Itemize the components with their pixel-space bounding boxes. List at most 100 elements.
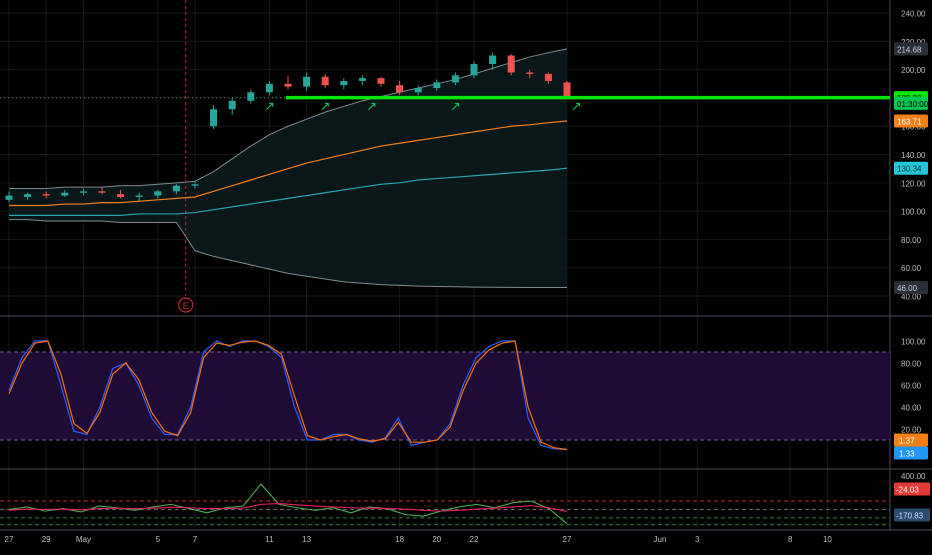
candle-body[interactable] [98, 191, 106, 193]
stoch-tick-label: 100.00 [901, 338, 926, 347]
price-tick-label: 80.00 [901, 236, 922, 245]
time-tick-label: 10 [823, 535, 832, 544]
price-label-box [894, 42, 928, 56]
price-label-box [894, 114, 928, 128]
time-tick-label: 5 [156, 535, 161, 544]
stoch-d-value: 1.37 [899, 437, 915, 446]
time-tick-label: 11 [265, 535, 274, 544]
time-tick-label: 20 [432, 535, 441, 544]
price-axis: 240.00220.00200.00180.00160.00140.00120.… [894, 10, 930, 522]
stoch-tick-label: 60.00 [901, 382, 922, 391]
candle-body[interactable] [24, 194, 32, 197]
earnings-marker-label: E [183, 301, 189, 311]
teal-ma-line [9, 167, 568, 216]
time-tick-label: May [76, 535, 91, 544]
cci-pane [0, 483, 890, 526]
stoch-d-line [8, 340, 568, 451]
price-tick-label: 200.00 [901, 66, 926, 75]
candle-body[interactable] [42, 194, 50, 196]
candle-body[interactable] [433, 82, 441, 89]
price-tick-label: 140.00 [901, 151, 926, 160]
candle-body[interactable] [79, 191, 87, 193]
cci-ma-line [8, 502, 568, 513]
earnings-marker[interactable] [178, 297, 194, 313]
candle-body[interactable] [247, 92, 255, 101]
price-tick-label: 100.00 [901, 208, 926, 217]
time-tick-label: 29 [42, 535, 51, 544]
cci-value-box [894, 482, 930, 496]
support-touch-arrow: ↗ [320, 99, 331, 114]
cci-value-box [894, 508, 930, 522]
candle-body[interactable] [358, 78, 366, 81]
stoch-tick-label: 20.00 [901, 426, 922, 435]
price-label-box [894, 281, 928, 295]
cci-value-label: -170.83 [896, 512, 924, 521]
support-touch-arrow: ↗ [571, 99, 582, 114]
price-tick-label: 40.00 [901, 293, 922, 302]
stoch-tick-label: 80.00 [901, 360, 922, 369]
price-label-orange-ma: 163.71 [897, 117, 922, 126]
candle-body[interactable] [489, 55, 497, 64]
support-touch-arrow: ↗ [450, 99, 461, 114]
cci-value-label: -24.03 [896, 486, 919, 495]
candle-body[interactable] [526, 72, 534, 74]
stoch-value-box [894, 446, 928, 460]
candle-body[interactable] [172, 185, 180, 192]
candle-body[interactable] [451, 75, 459, 83]
price-tick-label: 120.00 [901, 179, 926, 188]
price-label-box [894, 96, 928, 110]
candle-body[interactable] [191, 184, 199, 186]
stochastic-pane [0, 340, 890, 451]
orange-ma-line [9, 120, 568, 207]
price-label-box [894, 161, 928, 175]
candle-body[interactable] [321, 76, 329, 86]
candle-body[interactable] [396, 85, 404, 93]
candle-body[interactable] [507, 55, 515, 73]
candle-body[interactable] [377, 78, 385, 84]
time-axis: 27 29 May 5 7 11 13 18 20 22 27 Jun 3 8 10 [5, 535, 833, 544]
candle-body[interactable] [135, 195, 143, 197]
time-tick-label: 27 [5, 535, 14, 544]
candle-body[interactable] [340, 80, 348, 86]
price-pane: E ↗ ↗ ↗ ↗ ↗ [0, 0, 890, 313]
candle-body[interactable] [61, 192, 69, 196]
lower-band-line [9, 219, 567, 289]
support-touch-arrow: ↗ [264, 99, 275, 114]
candle-body[interactable] [154, 191, 162, 196]
time-tick-label: 7 [193, 535, 198, 544]
price-tick-label: 240.00 [901, 10, 926, 19]
stoch-band-fill [0, 352, 890, 440]
time-tick-label: 13 [302, 535, 311, 544]
time-tick-label: Jun [654, 535, 667, 544]
price-label-countdown: 01:30:00 [897, 100, 929, 109]
stoch-tick-label: 40.00 [901, 404, 922, 413]
candle-body[interactable] [228, 100, 236, 110]
time-tick-label: 3 [695, 535, 700, 544]
stoch-value-box [894, 433, 928, 447]
time-tick-label: 8 [788, 535, 793, 544]
time-tick-label: 18 [395, 535, 404, 544]
candle-body[interactable] [303, 76, 311, 87]
cci-line [8, 483, 568, 525]
candle-body[interactable] [470, 64, 478, 76]
cci-tick-label: 400.00 [901, 472, 926, 481]
price-tick-label: 220.00 [901, 38, 926, 47]
candle-body[interactable] [284, 83, 292, 87]
candle-body[interactable] [5, 195, 13, 200]
candle-body[interactable] [563, 82, 571, 98]
support-touch-arrow: ↗ [366, 99, 377, 114]
stoch-k-line [8, 340, 568, 451]
candle-body[interactable] [414, 88, 422, 93]
price-label-upper-band: 214.68 [897, 45, 922, 54]
price-tick-label: 60.00 [901, 264, 922, 273]
candle-body[interactable] [210, 109, 218, 127]
candle-body[interactable] [544, 73, 552, 81]
candle-body[interactable] [117, 194, 125, 197]
time-tick-label: 27 [563, 535, 572, 544]
stoch-k-value: 1.33 [899, 450, 915, 459]
candle-body[interactable] [265, 83, 273, 93]
time-tick-label: 22 [470, 535, 479, 544]
price-label-teal-ma: 130.34 [897, 165, 922, 174]
